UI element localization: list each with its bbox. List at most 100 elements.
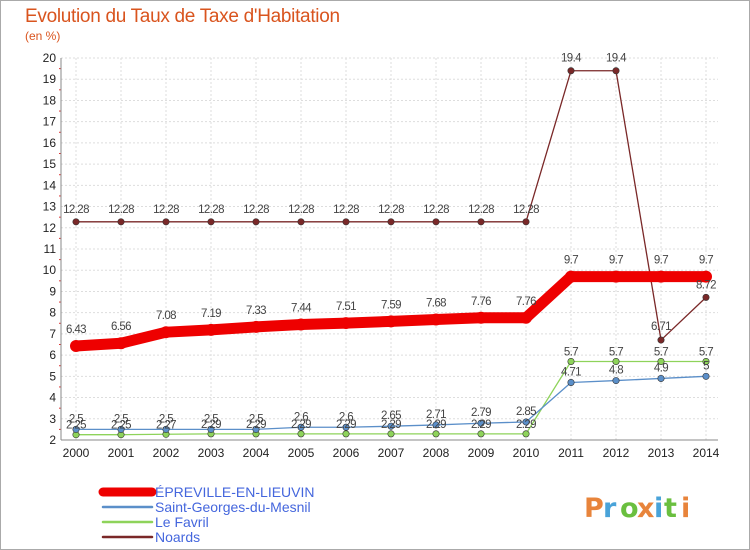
legend-label: Noards xyxy=(155,529,200,545)
data-point xyxy=(432,218,440,226)
data-point xyxy=(657,336,665,344)
y-tick-label: 3 xyxy=(49,412,56,426)
data-point xyxy=(612,357,620,365)
data-point xyxy=(250,320,262,333)
x-tick-label: 2014 xyxy=(693,446,720,460)
data-label: 5.7 xyxy=(609,346,623,358)
data-label: 8.72 xyxy=(696,279,716,291)
data-label: 2.5 xyxy=(249,413,263,425)
data-point xyxy=(160,326,172,339)
chart-title: Evolution du Taux de Taxe d'Habitation xyxy=(25,6,340,27)
data-point xyxy=(297,423,305,431)
logo-letter: x xyxy=(637,493,654,524)
data-label: 2.29 xyxy=(336,419,356,431)
data-point xyxy=(387,218,395,226)
data-point xyxy=(162,218,170,226)
data-point xyxy=(207,218,215,226)
data-point xyxy=(205,323,217,336)
data-label: 7.76 xyxy=(471,296,491,308)
x-tick-label: 2003 xyxy=(198,446,225,460)
data-point xyxy=(297,218,305,226)
data-point xyxy=(342,423,350,431)
logo-letter: o xyxy=(620,493,639,524)
data-point xyxy=(342,430,350,438)
data-label: 2.71 xyxy=(426,409,446,421)
y-tick-label: 18 xyxy=(43,93,57,107)
data-label: 6.71 xyxy=(651,321,671,333)
data-label: 19.4 xyxy=(606,53,627,65)
y-tick-label: 10 xyxy=(43,263,57,277)
data-label: 7.68 xyxy=(426,297,446,309)
data-point xyxy=(522,218,530,226)
data-point xyxy=(520,311,532,324)
x-tick-label: 2011 xyxy=(558,446,584,460)
x-tick-label: 2005 xyxy=(288,446,315,460)
x-tick-label: 2009 xyxy=(468,446,495,460)
data-label: 2.29 xyxy=(516,419,536,431)
data-point xyxy=(610,270,622,283)
legend-label: ÉPREVILLE-EN-LIEUVIN xyxy=(155,484,315,500)
data-label: 5 xyxy=(703,360,709,372)
data-label: 4.8 xyxy=(609,365,623,377)
data-point xyxy=(252,218,260,226)
data-label: 5.7 xyxy=(654,346,668,358)
data-label: 5.7 xyxy=(564,346,578,358)
data-label: 2.29 xyxy=(291,419,311,431)
data-point xyxy=(612,67,620,75)
data-point xyxy=(522,418,530,426)
y-tick-label: 12 xyxy=(43,221,57,235)
legend-label: Saint-Georges-du-Mesnil xyxy=(155,499,311,515)
x-tick-label: 2013 xyxy=(648,446,675,460)
data-point xyxy=(475,311,487,324)
data-label: 12.28 xyxy=(378,204,404,216)
x-tick-label: 2002 xyxy=(153,446,180,460)
y-tick-label: 20 xyxy=(43,51,57,65)
data-label: 2.5 xyxy=(159,413,173,425)
data-label: 2.29 xyxy=(426,419,446,431)
data-label: 7.59 xyxy=(381,299,401,311)
data-label: 9.7 xyxy=(609,255,623,267)
y-tick-label: 4 xyxy=(49,391,56,405)
data-point xyxy=(567,357,575,365)
data-point xyxy=(477,419,485,427)
y-tick-label: 13 xyxy=(43,200,57,214)
data-point xyxy=(432,421,440,429)
data-label: 12.28 xyxy=(513,204,539,216)
data-point xyxy=(567,67,575,75)
y-tick-label: 8 xyxy=(49,306,56,320)
data-label: 7.51 xyxy=(336,301,356,313)
x-tick-label: 2010 xyxy=(513,446,540,460)
data-point xyxy=(430,313,442,326)
data-point xyxy=(340,317,352,330)
y-tick-label: 6 xyxy=(49,348,56,362)
data-label: 2.5 xyxy=(69,413,83,425)
x-tick-label: 2012 xyxy=(603,446,630,460)
data-point xyxy=(657,374,665,382)
data-point xyxy=(567,378,575,386)
data-point xyxy=(522,430,530,438)
x-tick-label: 2001 xyxy=(108,446,135,460)
data-label: 2.25 xyxy=(66,420,86,432)
data-label: 12.28 xyxy=(108,204,134,216)
data-label: 2.79 xyxy=(471,407,491,419)
legend-label: Le Favril xyxy=(155,514,209,530)
y-tick-label: 15 xyxy=(43,157,57,171)
data-label: 12.28 xyxy=(153,204,179,216)
data-point xyxy=(612,377,620,385)
data-point xyxy=(252,425,260,433)
data-label: 2.65 xyxy=(381,410,401,422)
data-point xyxy=(72,218,80,226)
data-point xyxy=(295,318,307,331)
x-tick-label: 2000 xyxy=(63,446,90,460)
data-label: 5.7 xyxy=(699,346,713,358)
logo-letter: i xyxy=(654,493,663,524)
data-label: 12.28 xyxy=(63,204,89,216)
data-label: 12.28 xyxy=(198,204,224,216)
data-label: 2.5 xyxy=(204,413,218,425)
data-point xyxy=(297,430,305,438)
data-label: 2.29 xyxy=(246,419,266,431)
data-label: 12.28 xyxy=(423,204,449,216)
data-label: 12.28 xyxy=(333,204,359,216)
x-tick-label: 2006 xyxy=(333,446,360,460)
